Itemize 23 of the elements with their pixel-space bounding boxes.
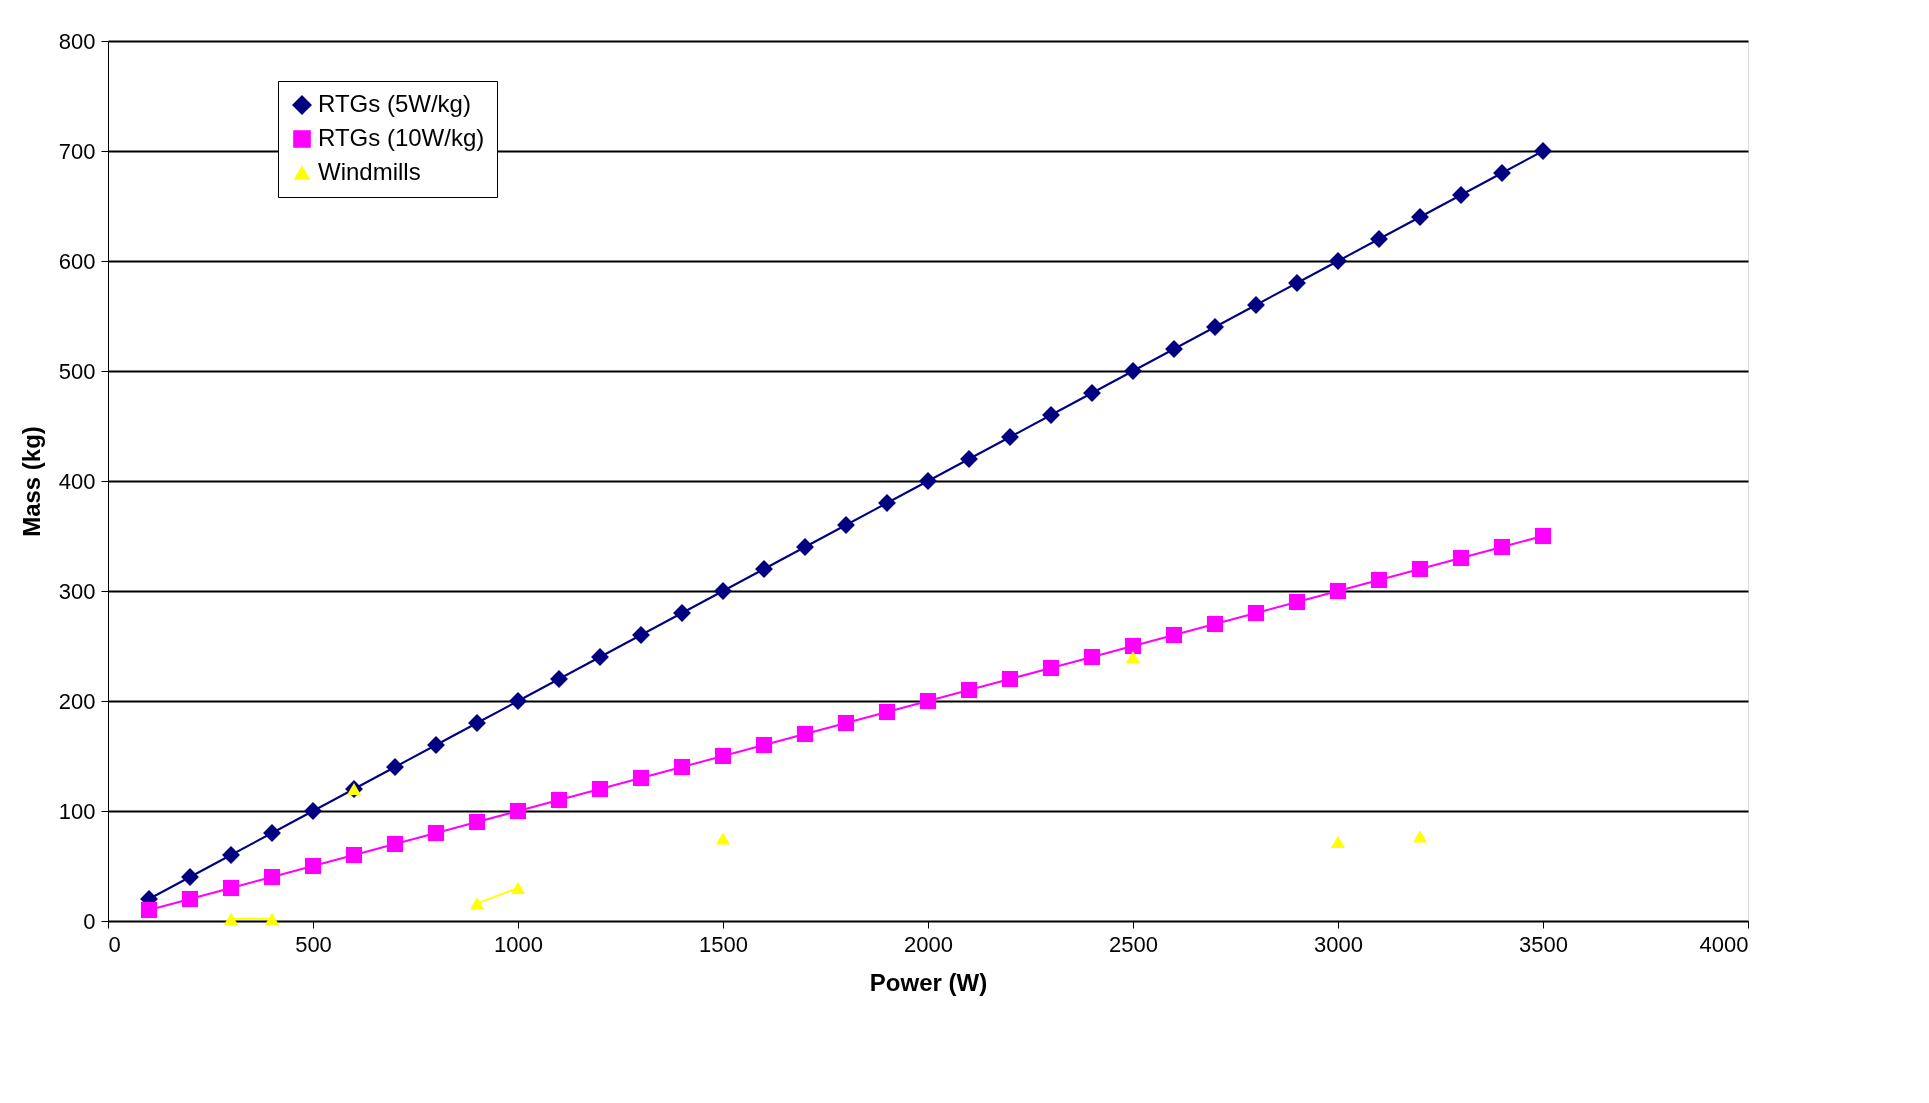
x-tick-label: 3500 xyxy=(1519,931,1568,957)
y-tick-label: 700 xyxy=(58,138,96,164)
y-axis-title: Mass (kg) xyxy=(17,426,45,537)
y-tick-label: 800 xyxy=(58,28,96,54)
x-tick-label: 3000 xyxy=(1314,931,1363,957)
x-tick-label: 0 xyxy=(108,931,121,957)
y-tick-label: 400 xyxy=(58,468,96,494)
y-tick-label: 0 xyxy=(83,908,96,934)
y-tick-label: 100 xyxy=(58,798,96,824)
x-tick-label: 1000 xyxy=(494,931,543,957)
legend-label: RTGs (5W/kg) xyxy=(318,90,471,117)
y-tick-label: 500 xyxy=(58,358,96,384)
x-tick-label: 4000 xyxy=(1699,931,1749,957)
y-tick-label: 200 xyxy=(58,688,96,714)
legend-label: Windmills xyxy=(318,158,421,185)
x-tick-label: 2000 xyxy=(904,931,953,957)
x-tick-label: 500 xyxy=(295,931,332,957)
x-axis-title: Power (W) xyxy=(869,968,988,996)
y-tick-label: 600 xyxy=(58,248,96,274)
y-tick-label: 300 xyxy=(58,578,96,604)
legend-label: RTGs (10W/kg) xyxy=(318,124,485,151)
x-tick-label: 1500 xyxy=(699,931,748,957)
x-tick-label: 2500 xyxy=(1109,931,1158,957)
